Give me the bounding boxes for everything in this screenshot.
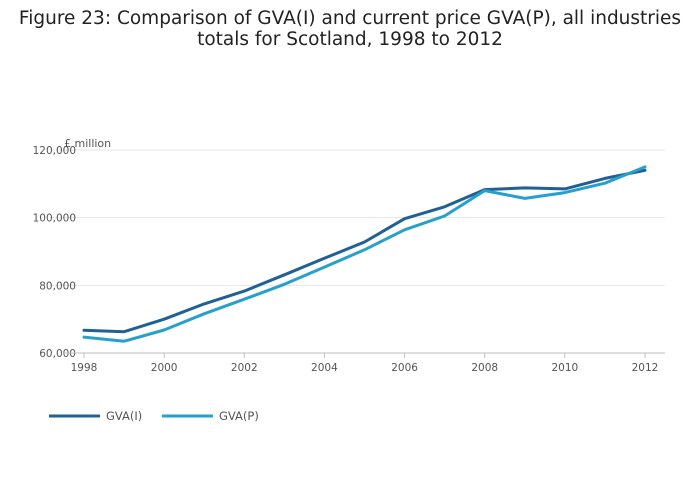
y-tick-label: 120,000: [33, 145, 76, 157]
x-tick-label: 2002: [231, 362, 258, 374]
y-tick-label: 60,000: [39, 348, 76, 360]
x-tick-label: 2004: [311, 362, 338, 374]
series-lines: [82, 165, 647, 343]
gridlines: [50, 149, 665, 286]
chart-title-line-1: Figure 23: Comparison of GVA(I) and curr…: [18, 8, 682, 29]
legend: GVA(I) GVA(P): [49, 409, 259, 423]
x-tick-label: 2000: [151, 362, 178, 374]
y-tick-label: 100,000: [33, 213, 76, 225]
legend-label: GVA(I): [106, 409, 142, 423]
series-line-gva-i: [82, 168, 647, 334]
x-tick-label: 2010: [551, 362, 578, 374]
legend-label: GVA(P): [219, 409, 259, 423]
x-tick-label: 2008: [471, 362, 498, 374]
y-axis-unit-label: £ million: [64, 137, 111, 150]
x-tick-label: 1998: [71, 362, 98, 374]
y-tick-label: 80,000: [39, 280, 76, 292]
x-tick-label: 2012: [632, 362, 659, 374]
series-line-gva-p: [82, 165, 647, 343]
y-axis: 60,000 80,000 100,000 120,000£ million: [33, 137, 112, 360]
chart-title-line-2: totals for Scotland, 1998 to 2012: [197, 29, 503, 50]
x-tick-label: 2006: [391, 362, 418, 374]
x-axis: 1998 2000 2002 2004 2006 2008 2010 2012: [63, 352, 665, 374]
chart-title: Figure 23: Comparison of GVA(I) and curr…: [0, 8, 700, 50]
